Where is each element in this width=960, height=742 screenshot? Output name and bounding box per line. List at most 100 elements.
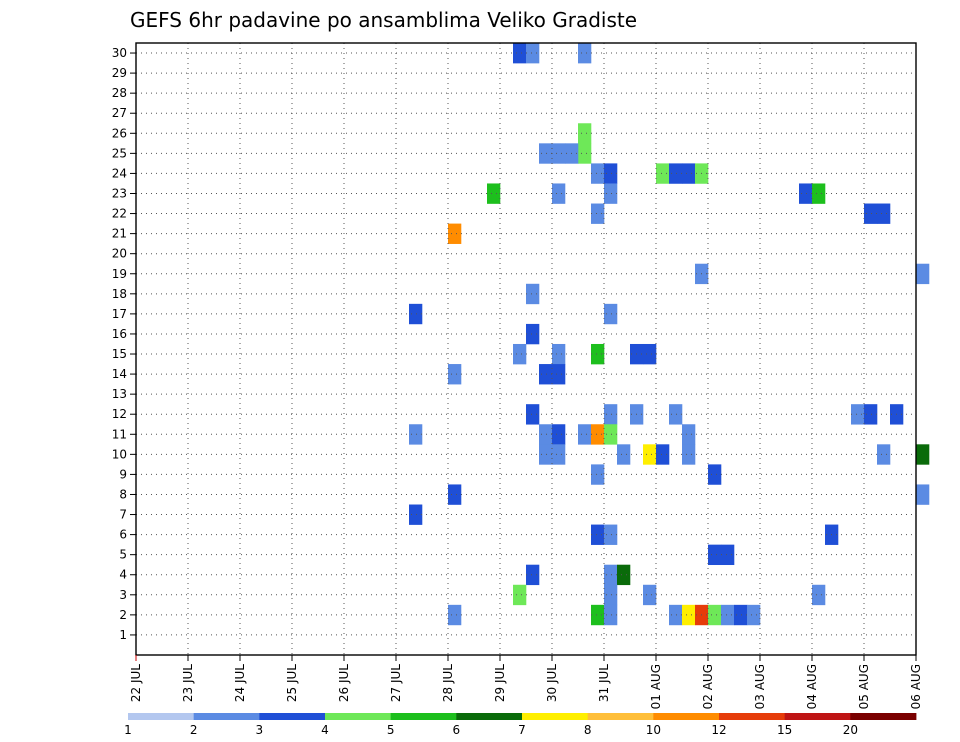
- x-tick-label: 23 JUL: [181, 664, 195, 702]
- colorbar-label: 20: [843, 723, 858, 737]
- y-tick-label: 10: [112, 447, 127, 461]
- heatmap-cell: [526, 283, 540, 305]
- heatmap-cell: [604, 163, 618, 184]
- x-tick-label: 30 JUL: [545, 664, 559, 702]
- heatmap-cell: [877, 444, 891, 465]
- heatmap-cell: [578, 424, 592, 445]
- y-tick-label: 27: [112, 106, 127, 120]
- x-tick-label: 24 JUL: [233, 664, 247, 702]
- heatmap-cell: [708, 544, 722, 566]
- heatmap-cell: [591, 464, 605, 485]
- heatmap-cell: [552, 183, 566, 204]
- y-tick-label: 7: [119, 508, 127, 522]
- heatmap-cell: [552, 343, 566, 365]
- y-tick-label: 20: [112, 247, 127, 261]
- y-tick-label: 8: [119, 487, 127, 501]
- heatmap-cell: [552, 143, 566, 164]
- heatmap-cell: [604, 303, 618, 325]
- colorbar-label: 8: [584, 723, 592, 737]
- heatmap-cell: [604, 424, 618, 445]
- heatmap-cell: [669, 163, 683, 184]
- heatmap-cell: [604, 524, 618, 545]
- heatmap-cell: [708, 604, 722, 626]
- colorbar-label: 4: [321, 723, 329, 737]
- y-tick-label: 22: [112, 207, 127, 221]
- y-tick-label: 19: [112, 267, 127, 281]
- heatmap-cell: [721, 544, 735, 566]
- y-tick-label: 3: [119, 588, 127, 602]
- heatmap-cell: [617, 564, 631, 586]
- heatmap-cell: [747, 604, 761, 626]
- y-tick-label: 5: [119, 548, 127, 562]
- heatmap-cell: [448, 364, 462, 385]
- heatmap-cell: [799, 183, 813, 204]
- colorbar-label: 7: [518, 723, 526, 737]
- y-tick-label: 13: [112, 387, 127, 401]
- x-tick-label: 31 JUL: [597, 664, 611, 702]
- heatmap-cell: [656, 444, 670, 465]
- heatmap-cell: [877, 203, 891, 224]
- heatmap-cell: [812, 183, 826, 204]
- heatmap-cell: [513, 43, 527, 64]
- y-axis: 1234567891011121314151617181920212223242…: [112, 46, 136, 642]
- colorbar-swatch: [456, 713, 523, 720]
- colorbar-label: 2: [190, 723, 198, 737]
- heatmap-cell: [721, 604, 735, 626]
- y-tick-label: 17: [112, 307, 127, 321]
- heatmap-cell: [448, 223, 462, 244]
- heatmap-cell: [448, 484, 462, 505]
- x-tick-label: 05 AUG: [857, 664, 871, 709]
- x-tick-label: 25 JUL: [285, 664, 299, 702]
- y-tick-label: 25: [112, 146, 127, 160]
- colorbar-swatch: [128, 713, 195, 720]
- heatmap-cell: [409, 303, 423, 325]
- heatmap-cell: [448, 604, 462, 626]
- heatmap-cell: [604, 564, 618, 586]
- colorbar-swatch: [719, 713, 786, 720]
- heatmap-cell: [682, 424, 696, 445]
- heatmap-cell: [591, 604, 605, 626]
- colorbar-swatch: [390, 713, 457, 720]
- colorbar-label: 6: [453, 723, 461, 737]
- heatmap-cell: [643, 444, 657, 465]
- x-tick-label: 03 AUG: [753, 664, 767, 709]
- colorbar-swatch: [522, 713, 589, 720]
- y-tick-label: 16: [112, 327, 127, 341]
- heatmap-cell: [916, 263, 930, 285]
- heatmap-cell: [604, 604, 618, 626]
- heatmap-cell: [513, 343, 527, 365]
- colorbar-swatch: [784, 713, 851, 720]
- heatmap-cell: [591, 424, 605, 445]
- colorbar-swatch: [653, 713, 720, 720]
- heatmap-cell: [591, 163, 605, 184]
- heatmap-cell: [643, 343, 657, 365]
- plot-frame: [135, 42, 917, 656]
- heatmap-cell: [851, 404, 865, 425]
- y-tick-label: 21: [112, 227, 127, 241]
- heatmap-cell: [604, 404, 618, 425]
- y-tick-label: 1: [119, 628, 127, 642]
- y-tick-label: 9: [119, 467, 127, 481]
- heatmap-cell: [682, 604, 696, 626]
- y-tick-label: 28: [112, 86, 127, 100]
- heatmap-cell: [526, 564, 540, 586]
- heatmap-cell: [409, 504, 423, 525]
- x-tick-label: 28 JUL: [441, 664, 455, 702]
- heatmap-cell: [526, 404, 540, 425]
- heatmap-cell: [734, 604, 748, 626]
- colorbar-swatch: [325, 713, 392, 720]
- y-tick-label: 6: [119, 528, 127, 542]
- heatmap-cell: [669, 404, 683, 425]
- heatmap-cell: [591, 524, 605, 545]
- y-tick-label: 30: [112, 46, 127, 60]
- y-tick-label: 23: [112, 186, 127, 200]
- heatmap-cell: [539, 424, 553, 445]
- heatmap-cell: [617, 444, 631, 465]
- y-tick-label: 24: [112, 166, 127, 180]
- x-tick-label: 26 JUL: [337, 664, 351, 702]
- y-tick-label: 29: [112, 66, 127, 80]
- colorbar-label: 15: [777, 723, 792, 737]
- colorbar-label: 3: [256, 723, 264, 737]
- heatmap-cell: [487, 183, 501, 204]
- y-tick-label: 2: [119, 608, 127, 622]
